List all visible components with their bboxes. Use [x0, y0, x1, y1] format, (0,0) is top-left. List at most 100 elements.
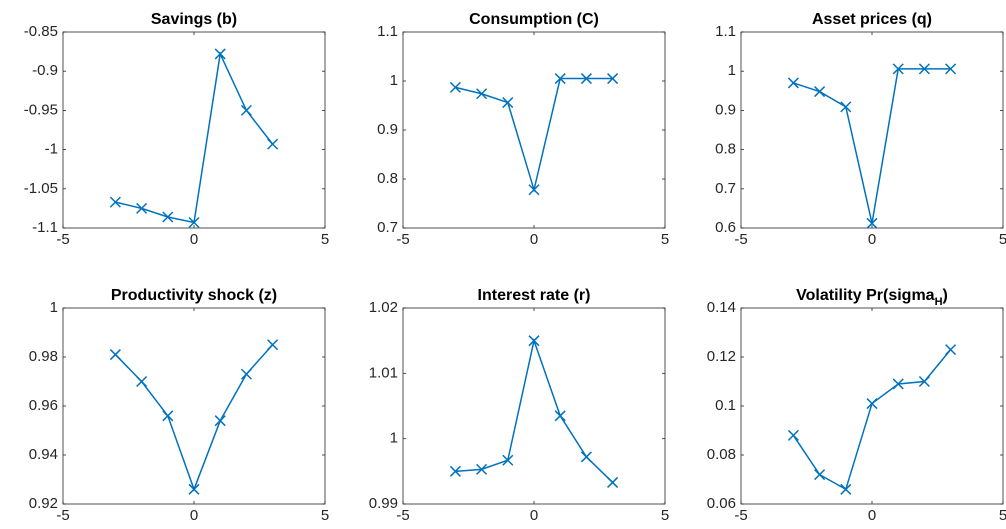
y-tick-label: 1.1: [715, 23, 736, 40]
subplot: Asset prices (q) -5 0 5 0.6 0.7 0.8 0.9 1 1.1: [715, 11, 1006, 248]
y-tick-label: 0.08: [707, 446, 736, 463]
x-tick-label: 0: [190, 507, 198, 524]
y-tick-label: 0.7: [715, 180, 736, 197]
marker: [109, 349, 121, 361]
y-tick-label: 1: [50, 299, 58, 316]
marker: [136, 375, 148, 388]
marker: [840, 101, 852, 113]
y-tick-label: 0.8: [715, 141, 736, 158]
marker: [607, 476, 619, 488]
y-tick-label: -1.1: [32, 219, 58, 236]
title-part: Volatility Pr(sigma: [796, 287, 935, 304]
marker: [580, 451, 592, 463]
y-tick-label: 0.7: [377, 219, 398, 236]
x-tick-label: 0: [868, 231, 876, 248]
marker: [840, 483, 852, 495]
marker: [607, 73, 619, 85]
marker: [188, 216, 200, 229]
plot-area: [62, 31, 326, 229]
marker: [162, 211, 174, 223]
subplot: Interest rate (r) -5 0 5 0.99 1 1.01 1.02: [369, 287, 669, 524]
marker: [554, 73, 566, 85]
marker: [945, 63, 957, 75]
subplot-title: Interest rate (r): [478, 287, 591, 304]
marker: [267, 138, 279, 150]
y-tick-label: 0.06: [707, 495, 736, 512]
marker: [449, 465, 461, 477]
y-tick-label: 1: [390, 430, 398, 447]
subplot-title: Consumption (C): [469, 11, 599, 28]
subplot: Consumption (C) -5 0 5 0.7 0.8 0.9 1 1.1: [377, 11, 669, 248]
subplot: Productivity shock (z) -5 0 5 0.92 0.94 0.96 0.…: [29, 287, 329, 524]
marker: [449, 81, 461, 93]
marker: [892, 378, 904, 390]
x-tick-label: 0: [530, 231, 538, 248]
marker: [787, 77, 799, 89]
y-tick-label: 0.12: [707, 348, 736, 365]
plot-area: [402, 31, 666, 229]
marker: [866, 398, 878, 410]
marker: [109, 196, 121, 208]
subplot-title: Productivity shock (z): [111, 287, 277, 304]
y-tick-label: -1.05: [24, 180, 58, 197]
plot-area: [740, 31, 1004, 229]
marker: [136, 202, 148, 214]
title-part: H: [935, 296, 943, 308]
marker: [528, 335, 540, 347]
marker: [214, 415, 226, 427]
plot-area: [402, 307, 666, 505]
x-tick-label: 5: [999, 507, 1006, 524]
x-tick-label: -5: [734, 231, 747, 248]
marker: [866, 217, 878, 229]
y-tick-label: 0.9: [715, 101, 736, 118]
subplot-title: Savings (b): [151, 11, 237, 28]
marker: [918, 375, 930, 388]
x-tick-label: 5: [999, 231, 1006, 248]
y-tick-label: 0.9: [377, 121, 398, 138]
x-tick-label: 0: [530, 507, 538, 524]
x-tick-label: 5: [321, 231, 329, 248]
x-tick-label: 0: [190, 231, 198, 248]
subplot-title: Volatility Pr(sigmaH): [796, 287, 948, 308]
marker: [814, 86, 826, 98]
marker: [945, 344, 957, 356]
y-tick-label: 1.1: [377, 23, 398, 40]
y-tick-label: -0.95: [24, 101, 58, 118]
y-tick-label: 0.99: [369, 495, 398, 512]
y-tick-label: -0.9: [32, 62, 58, 79]
marker: [476, 463, 488, 475]
marker: [580, 73, 592, 85]
marker: [188, 483, 200, 495]
marker: [787, 429, 799, 441]
y-tick-label: -0.85: [24, 23, 58, 40]
y-tick-label: 0.96: [29, 397, 58, 414]
marker: [502, 97, 514, 109]
marker: [554, 410, 566, 422]
y-tick-label: 0.8: [377, 170, 398, 187]
x-tick-label: -5: [734, 507, 747, 524]
subplot-title: Asset prices (q): [812, 11, 932, 28]
y-tick-label: 1.02: [369, 299, 398, 316]
y-tick-label: 1: [390, 72, 398, 89]
y-tick-label: 0.92: [29, 495, 58, 512]
y-tick-label: 0.98: [29, 348, 58, 365]
marker: [476, 88, 488, 100]
marker: [267, 339, 279, 351]
marker: [162, 410, 174, 422]
x-tick-label: -5: [396, 231, 409, 248]
marker: [892, 63, 904, 75]
y-tick-label: 0.1: [715, 397, 736, 414]
marker: [918, 63, 930, 75]
marker: [502, 454, 514, 466]
x-tick-label: -5: [396, 507, 409, 524]
subplot: Savings (b) -5 0 5 -1.1 -1.05 -1 -0.95 -0.9 -0.85: [24, 11, 329, 248]
y-tick-label: 0.94: [29, 446, 58, 463]
marker: [528, 184, 540, 196]
marker: [814, 469, 826, 481]
x-tick-label: 5: [321, 507, 329, 524]
x-tick-label: 0: [868, 507, 876, 524]
x-tick-label: 5: [661, 231, 669, 248]
x-tick-label: 5: [661, 507, 669, 524]
subplot: Volatility Pr(sigmaH) -5 0 5 0.06 0.08 0.1 0.12…: [707, 287, 1006, 524]
